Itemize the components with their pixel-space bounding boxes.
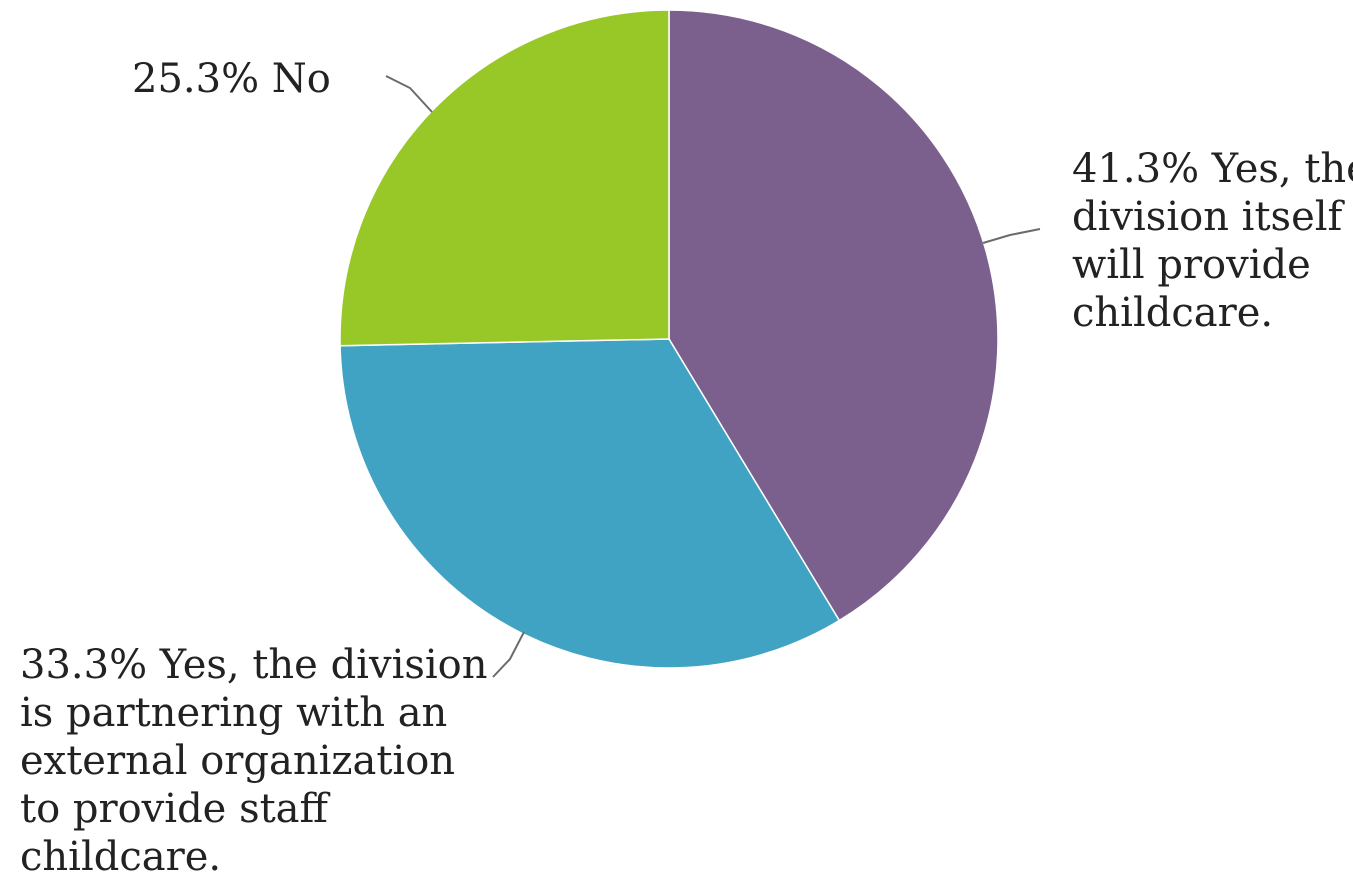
slice-label-3: 25.3% No [132,56,331,102]
slice-label-line: will provide [1072,242,1311,288]
slice-label-line: division itself [1072,194,1346,240]
slice-label-line: external organization [20,738,455,784]
slice-label-1: 41.3% Yes, the division itself will provid… [1072,146,1353,336]
pie-slice-1 [668,9,999,622]
slice-label-line: is partnering with an [20,690,447,736]
slice-label-line: childcare. [1072,290,1273,336]
leader-lines [385,75,1041,678]
pie-slice-2 [339,338,841,669]
slice-label-line: 41.3% Yes, the [1072,146,1353,192]
slice-label-line: 25.3% No [132,56,331,102]
slice-label-line: childcare. [20,834,221,876]
leader-line-3 [385,75,433,113]
leader-line-2 [492,631,525,678]
pie-slice-3 [339,9,670,347]
slice-label-line: 33.3% Yes, the division [20,642,488,688]
pie-slices [339,9,999,669]
leader-line-1 [982,228,1041,244]
slice-labels: 41.3% Yes, the division itself will provid… [20,56,1353,880]
slice-label-2: 33.3% Yes, the division is partnering wit… [20,642,488,876]
slice-label-line: to provide staff [20,786,331,832]
